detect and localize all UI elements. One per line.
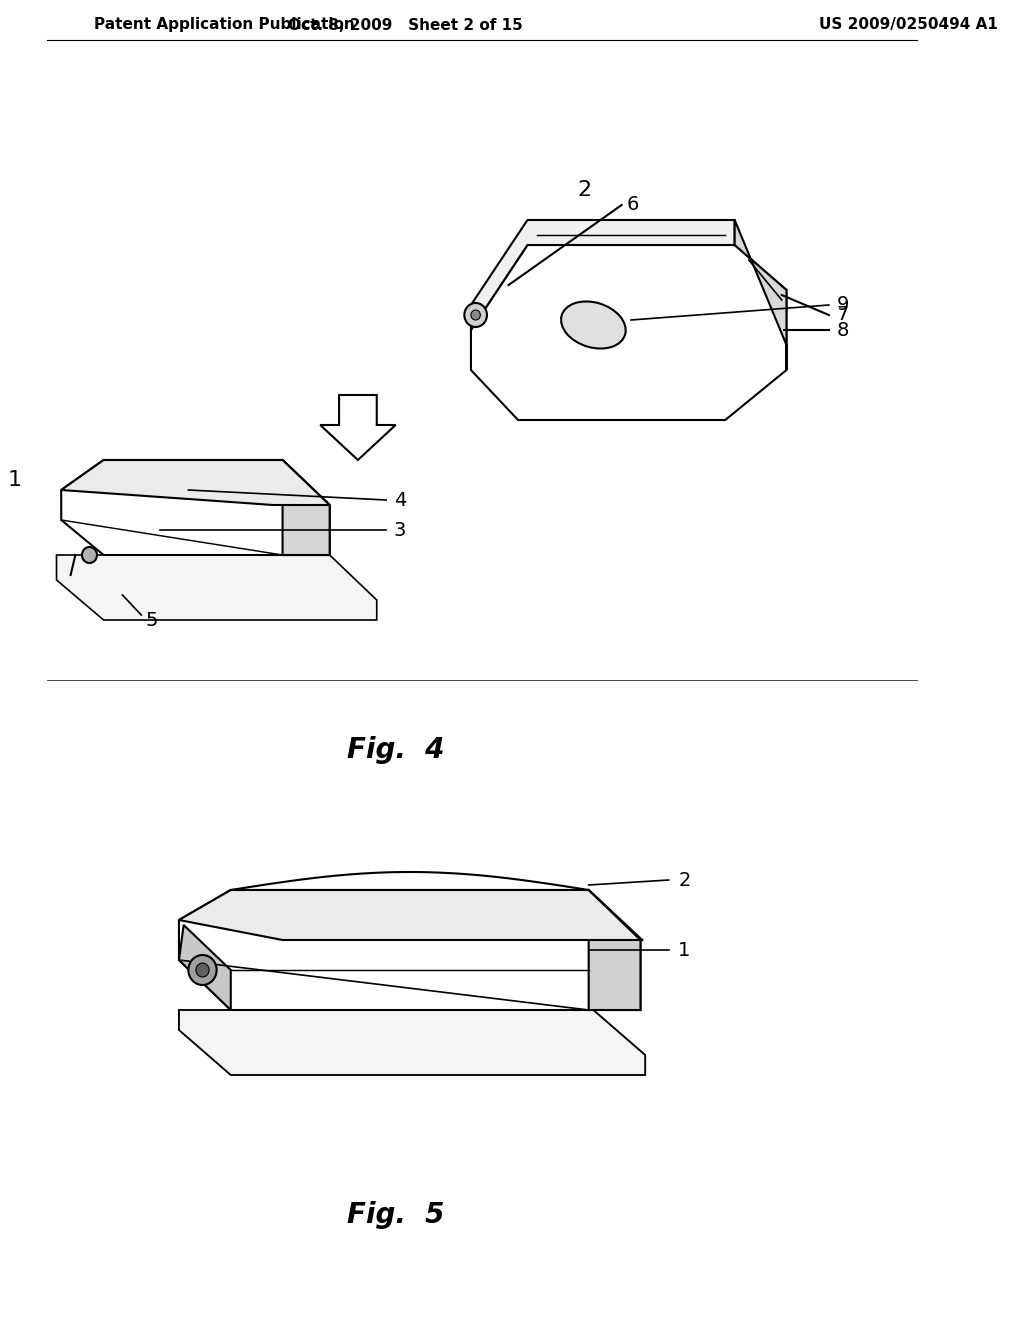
Text: Oct. 8, 2009   Sheet 2 of 15: Oct. 8, 2009 Sheet 2 of 15 — [288, 17, 522, 33]
Text: 1: 1 — [678, 940, 690, 960]
Polygon shape — [471, 220, 734, 330]
Polygon shape — [61, 459, 330, 506]
Text: 9: 9 — [837, 296, 849, 314]
Circle shape — [464, 304, 487, 327]
Text: 2: 2 — [678, 870, 690, 890]
Polygon shape — [283, 459, 330, 554]
Circle shape — [82, 546, 97, 564]
Text: US 2009/0250494 A1: US 2009/0250494 A1 — [819, 17, 998, 33]
Text: 2: 2 — [577, 180, 591, 201]
Text: 6: 6 — [627, 195, 639, 214]
Ellipse shape — [561, 301, 626, 348]
Text: 8: 8 — [837, 321, 849, 339]
Circle shape — [471, 310, 480, 319]
Polygon shape — [589, 890, 640, 1010]
Text: 5: 5 — [146, 610, 159, 630]
Polygon shape — [321, 395, 395, 459]
Polygon shape — [179, 1010, 645, 1074]
Text: 7: 7 — [837, 305, 849, 325]
Text: 3: 3 — [393, 520, 407, 540]
Polygon shape — [471, 246, 786, 420]
Polygon shape — [179, 890, 640, 940]
Text: Patent Application Publication: Patent Application Publication — [94, 17, 355, 33]
Circle shape — [188, 954, 217, 985]
Polygon shape — [734, 220, 786, 370]
Polygon shape — [179, 890, 640, 1010]
Polygon shape — [61, 459, 330, 554]
Polygon shape — [179, 925, 230, 1010]
Polygon shape — [56, 554, 377, 620]
Text: 4: 4 — [393, 491, 407, 510]
Text: Fig.  5: Fig. 5 — [347, 1201, 444, 1229]
Text: 1: 1 — [7, 470, 22, 490]
Text: Fig.  4: Fig. 4 — [347, 737, 444, 764]
Circle shape — [196, 964, 209, 977]
